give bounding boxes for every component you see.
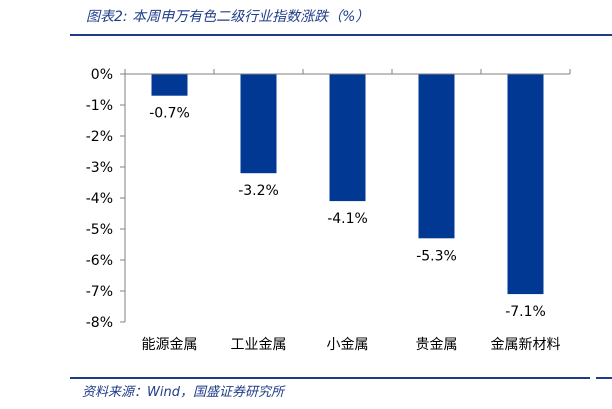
category-label: 金属新材料 bbox=[491, 337, 561, 353]
y-tick-label: 0% bbox=[91, 67, 113, 83]
category-label: 工业金属 bbox=[231, 337, 287, 353]
x-axis: 能源金属 工业金属 小金属 贵金属 金属新材料 bbox=[124, 69, 571, 353]
y-tick-label: -8% bbox=[86, 315, 113, 331]
bar bbox=[507, 74, 544, 295]
data-label: -5.3% bbox=[416, 248, 457, 264]
bars: -0.7% -3.2% -4.1% -5.3% -7.1% bbox=[149, 74, 546, 320]
bar bbox=[329, 74, 366, 202]
bar bbox=[240, 74, 277, 174]
source-note: 资料来源：Wind，国盛证券研究所 bbox=[82, 385, 284, 400]
data-label: -7.1% bbox=[505, 304, 546, 320]
y-tick-label: -5% bbox=[86, 222, 113, 238]
category-label: 能源金属 bbox=[142, 337, 198, 353]
bar bbox=[418, 74, 455, 239]
data-label: -0.7% bbox=[149, 106, 190, 122]
bar bbox=[151, 74, 188, 96]
y-tick-label: -1% bbox=[86, 98, 113, 114]
rule-stub bbox=[596, 377, 612, 379]
y-tick-label: -2% bbox=[86, 129, 113, 145]
y-tick-label: -4% bbox=[86, 191, 113, 207]
y-axis: 0% -1% -2% -3% -4% -5% -6% -7% -8% bbox=[86, 67, 126, 331]
y-tick-label: -7% bbox=[86, 284, 113, 300]
category-label: 小金属 bbox=[327, 337, 369, 353]
y-tick-label: -3% bbox=[86, 160, 113, 176]
category-label: 贵金属 bbox=[416, 337, 458, 353]
source-rule bbox=[70, 377, 590, 379]
chart-caption: 图表2: 本周申万有色二级行业指数涨跌（%） bbox=[86, 9, 370, 25]
data-label: -4.1% bbox=[327, 211, 368, 227]
y-tick-label: -6% bbox=[86, 253, 113, 269]
data-label: -3.2% bbox=[238, 183, 279, 199]
caption-rule bbox=[70, 34, 612, 36]
